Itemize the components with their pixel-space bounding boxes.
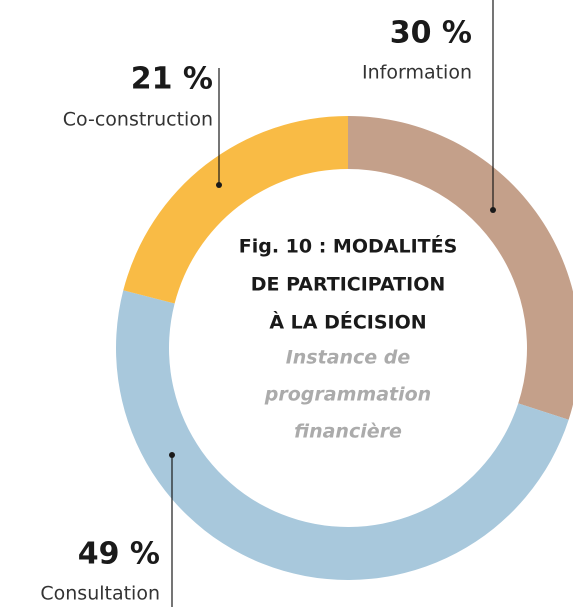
category-label: Consultation bbox=[40, 583, 160, 605]
chart-subtitle: financière bbox=[294, 421, 402, 443]
donut-segment bbox=[123, 116, 349, 304]
donut-segment bbox=[115, 290, 569, 581]
leader-dot bbox=[169, 452, 175, 458]
chart-subtitle: Instance de bbox=[286, 347, 411, 369]
chart-title: À LA DÉCISION bbox=[269, 311, 426, 334]
donut-segment bbox=[348, 116, 573, 420]
leader-dot bbox=[216, 182, 222, 188]
chart-title: Fig. 10 : MODALITÉS bbox=[239, 235, 458, 258]
category-label: Co-construction bbox=[63, 109, 213, 131]
category-label: Information bbox=[362, 62, 472, 84]
leader-dot bbox=[490, 207, 496, 213]
value-label: 30 % bbox=[390, 16, 472, 51]
chart-subtitle: programmation bbox=[264, 384, 431, 406]
value-label: 21 % bbox=[131, 62, 213, 97]
value-label: 49 % bbox=[78, 537, 160, 572]
chart-title: DE PARTICIPATION bbox=[251, 274, 446, 296]
